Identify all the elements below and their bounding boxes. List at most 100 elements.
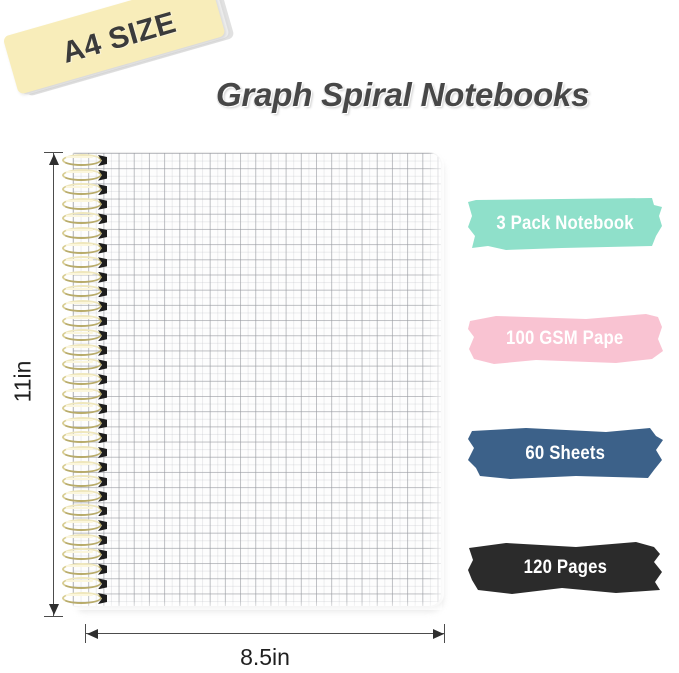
spiral-coil-hook [98, 169, 107, 181]
spiral-coil-highlight [65, 185, 94, 188]
spiral-coil-hook [98, 315, 107, 327]
spiral-coil-highlight [65, 565, 94, 568]
spiral-coil-hook [98, 403, 107, 415]
spiral-coil-hook [98, 184, 107, 196]
spiral-coil-hook [98, 286, 107, 298]
spiral-coil-ring [61, 402, 103, 415]
tape-shape-icon [468, 314, 663, 364]
spiral-coil-ring [61, 329, 103, 342]
spiral-coil-hook [98, 505, 107, 517]
a4-size-banner: A4 SIZE [2, 0, 252, 113]
spiral-coil-highlight [65, 433, 94, 436]
spiral-coil [60, 402, 110, 415]
spiral-coil [60, 416, 110, 430]
spiral-coil-highlight [65, 316, 94, 319]
spiral-coil-hook [98, 563, 107, 575]
spiral-coil [60, 227, 110, 240]
spiral-coil-hook [98, 155, 107, 166]
spiral-coil-highlight [65, 462, 94, 465]
spiral-coil-hook [98, 534, 107, 546]
spiral-coil [60, 504, 110, 517]
spiral-coil-hook [98, 593, 107, 604]
width-dimension-label: 8.5in [240, 644, 290, 670]
spiral-coil [60, 373, 110, 386]
spiral-coil-highlight [65, 258, 94, 261]
spiral-coil-hook [98, 374, 107, 385]
page-title: Graph Spiral Notebooks [216, 76, 590, 113]
spiral-coil-highlight [65, 389, 94, 392]
width-dimension-line [85, 633, 445, 635]
spiral-coil-highlight [65, 273, 94, 276]
spiral-coil [60, 475, 110, 488]
feature-badge: 60 Sheets [466, 426, 664, 482]
spiral-coil-hook [98, 213, 107, 225]
spiral-coil-hook [98, 490, 107, 502]
spiral-coil-highlight [65, 331, 94, 334]
spiral-coil-highlight [65, 506, 94, 509]
spiral-coil-hook [98, 330, 107, 342]
spiral-coil-hook [98, 520, 107, 531]
spiral-coil-ring [61, 548, 103, 561]
spiral-coil [60, 489, 110, 503]
spiral-coil [60, 431, 110, 444]
spiral-coil [60, 183, 110, 196]
spiral-coil-highlight [65, 477, 94, 480]
spiral-coil [60, 548, 110, 561]
spiral-coil [60, 460, 110, 474]
spiral-coil-ring [61, 475, 103, 488]
spiral-coil-highlight [65, 419, 94, 422]
spiral-coil-hook [98, 257, 107, 269]
spiral-coil [60, 387, 110, 401]
spiral-coil [60, 285, 110, 298]
spiral-coil-hook [98, 228, 107, 239]
spiral-coil [60, 562, 110, 576]
height-arrow-top-icon [48, 154, 59, 165]
spiral-coil [60, 300, 110, 313]
spiral-coil-highlight [65, 492, 94, 495]
graph-paper-page [72, 152, 442, 607]
feature-badge-label: 3 Pack Notebook [496, 213, 634, 234]
height-dimension-line [53, 152, 55, 617]
feature-badge: 100 GSM Pape [466, 311, 664, 367]
spiral-coil-hook [98, 198, 107, 210]
spiral-coil-hook [98, 344, 107, 356]
feature-badge-label: 100 GSM Pape [506, 328, 624, 349]
tape-shape-icon [468, 428, 663, 479]
spiral-coil [60, 241, 110, 255]
spiral-coil [60, 270, 110, 284]
spiral-coil [60, 519, 110, 532]
height-arrow-bottom-icon [48, 604, 59, 615]
width-arrow-right-icon [433, 628, 444, 639]
spiral-coil [60, 577, 110, 590]
spiral-coil-hook [98, 432, 107, 444]
tape-shape-icon [468, 542, 662, 594]
spiral-coil [60, 168, 110, 182]
spiral-coil-hook [98, 417, 107, 429]
width-arrow-left-icon [87, 628, 98, 639]
spiral-coil-hook [98, 578, 107, 590]
spiral-coil-highlight [65, 579, 94, 582]
spiral-coil [60, 256, 110, 269]
spiral-coil [60, 212, 110, 225]
spiral-coil [60, 533, 110, 547]
tape-shape-icon [468, 198, 662, 250]
spiral-coil-highlight [65, 346, 94, 349]
feature-badge-label: 60 Sheets [525, 443, 605, 464]
spiral-coil-hook [98, 549, 107, 561]
spiral-coil [60, 343, 110, 357]
spiral-coil-highlight [65, 200, 94, 203]
spiral-coil-highlight [65, 535, 94, 538]
spiral-coil-highlight [65, 170, 94, 173]
spiral-coil-highlight [65, 243, 94, 246]
spiral-coil [60, 446, 110, 459]
spiral-coil-hook [98, 301, 107, 312]
height-dimension-label: 11in [9, 360, 36, 403]
spiral-coil-hook [98, 388, 107, 400]
spiral-coil-highlight [65, 404, 94, 407]
spiral-coil-ring [61, 256, 103, 269]
spiral-coil [60, 154, 110, 167]
spiral-coil [60, 197, 110, 211]
spiral-coil-highlight [65, 360, 94, 363]
spiral-coil-highlight [65, 287, 94, 290]
